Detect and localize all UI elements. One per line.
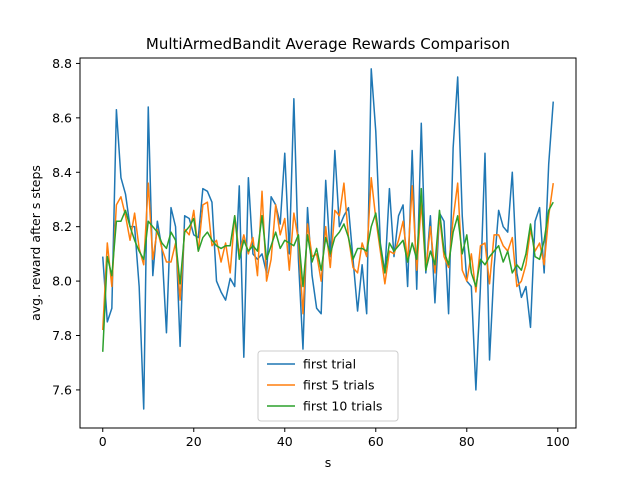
y-tick-label: 7.8 [52,328,72,343]
legend-box [257,350,399,422]
y-tick-label: 8.8 [52,56,72,71]
x-tick-label: 40 [277,434,293,449]
plot-frame [79,57,577,429]
x-axis-label: s [325,455,332,470]
x-tick-label: 80 [459,434,475,449]
y-axis: 7.6 7.8 8.0 8.2 8.4 8.6 8.8 [52,56,80,397]
series-line-3 [102,187,554,352]
x-tick-label: 60 [368,434,384,449]
legend-label-2: first 5 trials [303,378,374,393]
series-layer [102,68,554,410]
series-line-1 [102,68,554,410]
y-tick-label: 8.4 [52,165,72,180]
y-tick-label: 8.2 [52,219,72,234]
x-tick-label: 100 [546,434,570,449]
legend: first trial first 5 trials first 10 trials [257,350,399,422]
y-axis-label: avg. reward after s steps [28,165,43,321]
legend-label-1: first trial [303,357,356,372]
y-tick-label: 8.6 [52,110,72,125]
x-tick-label: 0 [99,434,107,449]
x-axis: 0 20 40 60 80 100 [99,428,570,449]
chart-title: MultiArmedBandit Average Rewards Compari… [146,35,510,53]
y-tick-label: 8.0 [52,274,72,289]
legend-label-3: first 10 trials [303,399,382,414]
x-tick-label: 20 [186,434,202,449]
y-tick-label: 7.6 [52,382,72,397]
